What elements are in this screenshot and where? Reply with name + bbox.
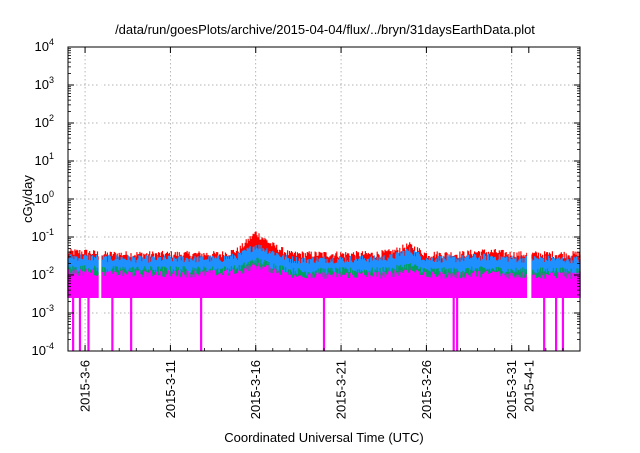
floor-band xyxy=(69,290,579,298)
x-tick-label: 2015-4-1 xyxy=(521,360,536,412)
x-tick-label: 2015-3-31 xyxy=(504,360,519,419)
y-tick-label: 10-4 xyxy=(32,341,54,358)
x-tick-label: 2015-3-6 xyxy=(78,360,93,412)
y-tick-label: 104 xyxy=(35,37,54,54)
y-axis-label: cGy/day xyxy=(20,175,35,223)
x-tick-label: 2015-3-11 xyxy=(163,360,178,418)
x-axis-label: Coordinated Universal Time (UTC) xyxy=(224,430,423,445)
y-tick-label: 100 xyxy=(35,189,54,206)
y-tick-label: 103 xyxy=(35,75,54,92)
data-gap xyxy=(98,48,102,350)
x-tick-label: 2015-3-26 xyxy=(419,360,434,419)
chart-title: /data/run/goesPlots/archive/2015-04-04/f… xyxy=(115,22,535,37)
y-tick-label: 102 xyxy=(35,113,54,130)
data-gap xyxy=(527,48,532,350)
x-tick-label: 2015-3-21 xyxy=(334,360,349,419)
y-tick-label: 101 xyxy=(35,151,54,168)
x-axis: 2015-3-6 2015-3-11 2015-3-16 2015-3-21 2015-… xyxy=(67,47,581,419)
y-tick-label: 10-2 xyxy=(32,265,54,282)
series-4 xyxy=(67,262,581,351)
y-axis: 10-4 10-3 10-2 10-1 100 101 102 103 104 xyxy=(32,37,580,358)
y-tick-label: 10-1 xyxy=(32,227,54,244)
y-tick-label: 10-3 xyxy=(32,303,54,320)
x-tick-label: 2015-3-16 xyxy=(248,360,263,419)
